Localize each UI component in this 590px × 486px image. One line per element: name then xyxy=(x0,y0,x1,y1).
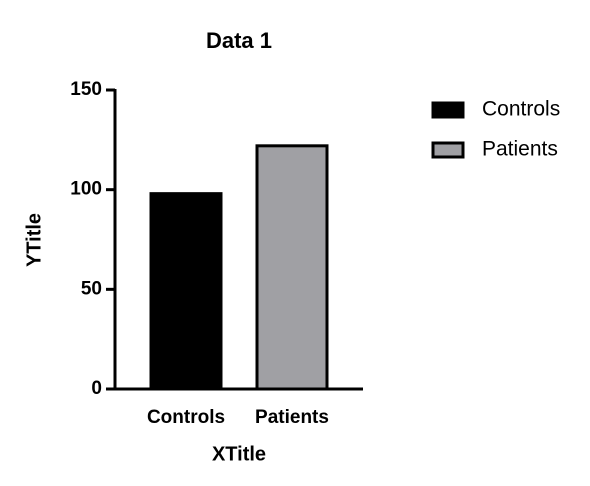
y-tick-label: 100 xyxy=(70,179,102,200)
y-tick-label: 0 xyxy=(91,378,102,399)
legend-label: Patients xyxy=(482,138,558,161)
bar xyxy=(255,144,329,391)
y-axis-title: YTitle xyxy=(23,213,45,267)
legend-label: Controls xyxy=(482,98,560,121)
x-tick-label: Patients xyxy=(255,407,329,428)
y-tick-label: 50 xyxy=(81,278,102,299)
bar xyxy=(149,192,223,391)
y-tick-label: 150 xyxy=(70,79,102,100)
x-tick-label: Controls xyxy=(147,407,225,428)
legend-swatch xyxy=(431,101,465,119)
legend-swatch xyxy=(431,141,465,159)
x-axis-title: XTitle xyxy=(212,443,266,465)
chart-title: Data 1 xyxy=(206,28,272,53)
